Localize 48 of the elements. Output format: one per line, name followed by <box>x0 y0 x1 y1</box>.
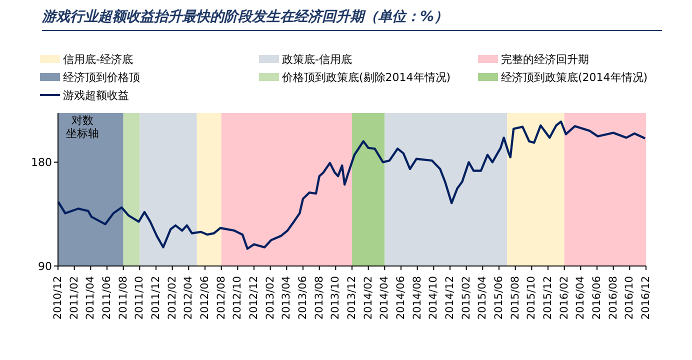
x-tick-label: 2014/08 <box>411 276 424 320</box>
chart-title: 游戏行业超额收益抬升最快的阶段发生在经济回升期（单位：%） <box>42 8 448 26</box>
x-tick-label: 2011/08 <box>117 276 130 320</box>
x-tick-label: 2012/08 <box>215 276 228 320</box>
x-tick-label: 2015/04 <box>476 276 489 320</box>
x-tick-label: 2016/10 <box>624 276 636 320</box>
x-tick-label: 2016/12 <box>640 276 652 320</box>
legend-label: 价格顶到政策底(剔除2014年情况) <box>282 70 451 84</box>
x-tick-label: 2011/06 <box>101 276 113 320</box>
x-tick-label: 2015/10 <box>526 276 538 320</box>
x-tick-label: 2011/04 <box>84 276 97 320</box>
x-tick-label: 2015/02 <box>460 276 472 320</box>
x-tick-label: 2015/12 <box>542 276 554 320</box>
x-tick-label: 2016/02 <box>558 276 570 320</box>
x-tick-label: 2013/04 <box>280 276 293 320</box>
x-tick-label: 2011/10 <box>134 276 146 320</box>
x-tick-label: 2012/06 <box>199 276 211 320</box>
x-tick-label: 2012/04 <box>182 276 195 320</box>
x-tick-label: 2011/02 <box>68 276 80 320</box>
y-axis-title: 对数坐标轴 <box>66 114 99 140</box>
legend-label: 完整的经济回升期 <box>501 52 589 66</box>
x-tick-label: 2013/02 <box>264 276 276 320</box>
legend-label: 经济顶到价格顶 <box>63 70 140 84</box>
x-tick-label: 2014/04 <box>378 276 391 320</box>
x-tick-label: 2015/06 <box>493 276 505 320</box>
x-tick-label: 2016/06 <box>591 276 603 320</box>
x-tick-label: 2010/12 <box>52 276 64 320</box>
x-tick-label: 2014/02 <box>362 276 374 320</box>
legend-label: 经济顶到政策底(2014年情况) <box>501 70 648 84</box>
x-tick-label: 2013/06 <box>297 276 309 320</box>
y-tick-label: 90 <box>38 260 52 273</box>
x-tick-label: 2014/10 <box>428 276 440 320</box>
legend-label: 政策底-信用底 <box>282 52 352 66</box>
x-tick-label: 2012/12 <box>248 276 260 320</box>
x-tick-label: 2015/08 <box>509 276 522 320</box>
x-tick-label: 2013/10 <box>330 276 342 320</box>
x-tick-label: 2012/02 <box>166 276 178 320</box>
x-tick-label: 2016/04 <box>574 276 587 320</box>
x-tick-label: 2014/06 <box>395 276 407 320</box>
x-tick-label: 2013/08 <box>313 276 326 320</box>
x-tick-label: 2014/12 <box>444 276 456 320</box>
x-tick-label: 2012/10 <box>232 276 244 320</box>
y-tick-label: 180 <box>31 156 52 170</box>
x-tick-label: 2011/12 <box>150 276 162 320</box>
legend-label: 游戏超额收益 <box>63 88 129 102</box>
legend-label: 信用底-经济底 <box>63 52 133 66</box>
x-tick-label: 2013/12 <box>346 276 358 320</box>
x-tick-label: 2016/08 <box>607 276 620 320</box>
